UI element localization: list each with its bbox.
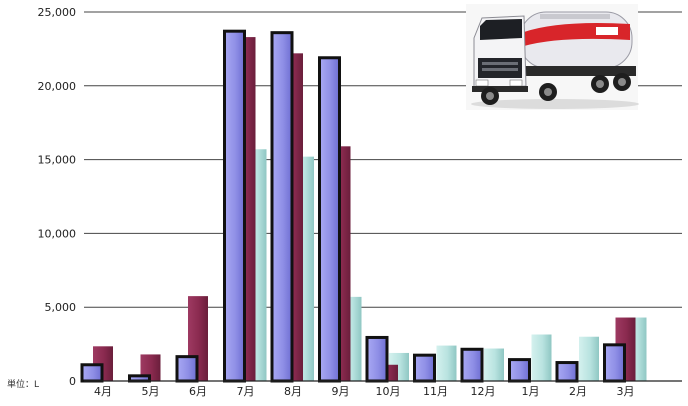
- x-tick-label: 2月: [569, 385, 587, 398]
- y-axis-ticks: 0 5,000 10,000 15,000 20,000 25,000: [38, 6, 77, 388]
- bars: [80, 29, 647, 383]
- y-tick-label: 10,000: [38, 227, 77, 240]
- bar-series-1: [508, 358, 531, 383]
- y-tick-label: 5,000: [45, 301, 77, 314]
- bar-series-3: [484, 348, 504, 381]
- x-tick-label: 1月: [522, 385, 540, 398]
- x-axis-ticks: 4月 5月 6月 7月 8月 9月 10月 11月 12月 1月 2月 3月: [94, 385, 635, 398]
- bar-series-1: [603, 343, 626, 383]
- bar-series-1: [413, 353, 436, 383]
- x-tick-label: 7月: [237, 385, 255, 398]
- bar-series-1: [555, 361, 579, 383]
- y-tick-label: 15,000: [38, 154, 77, 167]
- x-tick-label: 8月: [284, 385, 302, 398]
- bar-series-1: [460, 347, 484, 383]
- tanker-truck-icon: [466, 4, 639, 110]
- bar-series-1: [270, 31, 294, 383]
- x-tick-label: 3月: [617, 385, 635, 398]
- x-tick-label: 4月: [94, 385, 112, 398]
- x-tick-label: 5月: [142, 385, 160, 398]
- bar-series-3: [436, 345, 457, 381]
- bar-series-1: [223, 29, 246, 383]
- x-tick-label: 12月: [471, 385, 496, 398]
- y-tick-label: 0: [69, 375, 76, 388]
- bar-series-1: [318, 56, 341, 383]
- y-tick-label: 25,000: [38, 6, 77, 19]
- y-tick-label: 20,000: [38, 80, 77, 93]
- x-tick-label: 9月: [332, 385, 350, 398]
- bar-series-1: [365, 335, 389, 383]
- bar-series-3: [579, 336, 599, 381]
- x-tick-label: 6月: [189, 385, 207, 398]
- bar-series-1: [128, 374, 151, 383]
- x-tick-label: 11月: [423, 385, 448, 398]
- bar-series-1: [175, 355, 199, 383]
- bar-series-1: [80, 363, 104, 383]
- unit-label: 単位：L: [7, 378, 39, 390]
- x-tick-label: 10月: [376, 385, 401, 398]
- bar-series-3: [531, 334, 552, 381]
